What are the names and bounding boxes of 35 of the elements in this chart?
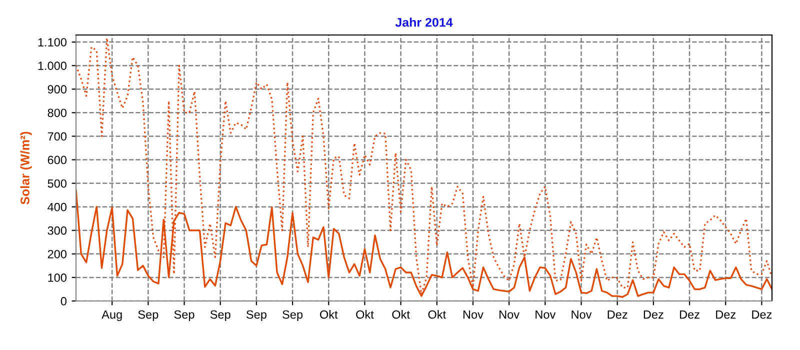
x-tick-label: Okt (428, 310, 446, 319)
x-tick-label: Dez (680, 310, 700, 319)
x-tick-label: Dez (608, 310, 628, 319)
y-axis-title: Solar (W/m²) (20, 132, 32, 204)
y-tick-label: 900 (48, 85, 67, 94)
y-tick-label: 200 (48, 250, 67, 258)
x-tick-label: Nov (463, 310, 484, 319)
x-tick-label: Sep (282, 310, 303, 322)
x-tick-label: Okt (392, 310, 410, 319)
x-tick-label: Dez (644, 310, 664, 319)
x-tick-label: Dez (716, 310, 736, 319)
x-tick-label: Nov (500, 310, 520, 319)
x-tick-label: Nov (536, 310, 556, 319)
x-tick-label: Sep (210, 310, 230, 322)
y-tick-label: 400 (48, 202, 67, 212)
y-tick-label: 1.100 (38, 38, 67, 46)
x-tick-label: Sep (174, 310, 194, 322)
y-tick-label: 1.000 (38, 62, 67, 70)
x-tick-label: Sep (138, 310, 158, 322)
y-tick-label: 300 (48, 226, 67, 235)
chart-title: Jahr 2014 (395, 18, 453, 27)
x-tick-label: Sep (246, 310, 266, 322)
x-tick-label: Okt (320, 310, 338, 319)
line-series (76, 37, 772, 296)
y-tick-label: 600 (48, 156, 67, 164)
y-tick-label: 500 (48, 179, 67, 188)
y-tick-label: 100 (48, 273, 67, 282)
line-series (76, 189, 772, 298)
x-tick-label: Aug (102, 310, 122, 322)
x-tick-label: Dez (752, 310, 772, 319)
x-tick-label: Nov (572, 310, 592, 319)
y-tick-label: 800 (48, 108, 67, 118)
y-tick-label: 0 (60, 297, 67, 306)
y-tick-label: 700 (48, 132, 67, 141)
x-tick-label: Okt (356, 310, 374, 319)
